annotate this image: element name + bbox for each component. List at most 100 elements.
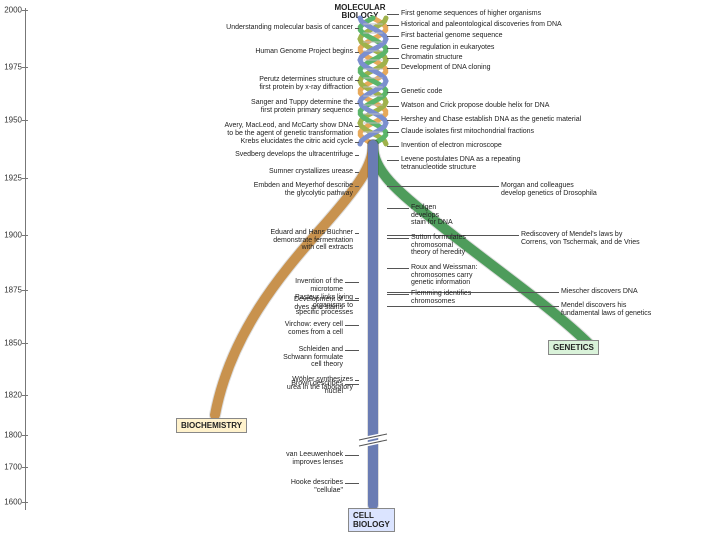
- leader-line: [387, 160, 399, 161]
- event-label: Historical and paleontological discoveri…: [401, 21, 562, 29]
- axis-tick: [22, 235, 28, 236]
- leader-line: [355, 52, 359, 53]
- leader-line: [387, 186, 499, 187]
- event-label: Hershey and Chase establish DNA as the g…: [401, 116, 581, 124]
- event-label: Perutz determines structure offirst prot…: [259, 76, 353, 91]
- leader-line: [355, 103, 359, 104]
- leader-line: [345, 483, 359, 484]
- axis-tick-label: 1850: [0, 339, 22, 348]
- event-label: Chromatin structure: [401, 54, 462, 62]
- axis-tick: [22, 343, 28, 344]
- event-label: Svedberg develops the ultracentrifuge: [235, 151, 353, 159]
- leader-line: [387, 106, 399, 107]
- axis-tick-label: 1925: [0, 174, 22, 183]
- leader-line: [355, 142, 359, 143]
- event-label: Gene regulation in eukaryotes: [401, 44, 494, 52]
- event-label: Mendel discovers hisfundamental laws of …: [561, 302, 651, 317]
- event-label: Eduard and Hans Büchnerdemonstrate ferme…: [271, 229, 354, 252]
- leader-line: [355, 155, 359, 156]
- leader-line: [387, 14, 399, 15]
- leader-line: [387, 306, 559, 307]
- branch-label-genetics: GENETICS: [548, 340, 599, 355]
- leader-line: [345, 455, 359, 456]
- leader-line: [355, 28, 359, 29]
- event-label: Virchow: every cellcomes from a cell: [285, 321, 343, 336]
- leader-line: [345, 282, 359, 283]
- event-label: van Leeuwenhoekimproves lenses: [286, 451, 343, 466]
- event-label: First bacterial genome sequence: [401, 32, 503, 40]
- axis-tick: [22, 120, 28, 121]
- diagram-title: MOLECULARBIOLOGY: [334, 4, 385, 20]
- leader-line: [387, 294, 409, 295]
- leader-line: [387, 48, 399, 49]
- leader-line: [355, 380, 359, 381]
- leader-line: [387, 92, 399, 93]
- event-label: Miescher discovers DNA: [561, 288, 638, 296]
- event-label: Rediscovery of Mendel's laws byCorrens, …: [521, 231, 640, 246]
- event-label: Krebs elucidates the citric acid cycle: [241, 138, 353, 146]
- axis-tick-label: 1700: [0, 463, 22, 472]
- event-label: Sanger and Tuppy determine thefirst prot…: [251, 99, 353, 114]
- event-label: Invention of themicrotome: [295, 278, 343, 293]
- leader-line: [387, 36, 399, 37]
- event-label: Flemming identifieschromosomes: [411, 290, 471, 305]
- axis-tick-label: 1950: [0, 116, 22, 125]
- event-label: Human Genome Project begins: [255, 48, 353, 56]
- axis-tick: [22, 290, 28, 291]
- leader-line: [345, 300, 359, 301]
- leader-line: [387, 208, 409, 209]
- leader-line: [355, 298, 359, 299]
- leader-line: [355, 233, 359, 234]
- axis-tick: [22, 467, 28, 468]
- axis-tick: [22, 395, 28, 396]
- leader-line: [355, 172, 359, 173]
- event-label: Sutton formulateschromosomaltheory of he…: [411, 234, 466, 257]
- leader-line: [387, 68, 399, 69]
- leader-line: [387, 58, 399, 59]
- event-label: Morgan and colleaguesdevelop genetics of…: [501, 182, 597, 197]
- axis-tick: [22, 67, 28, 68]
- axis-tick-label: 1875: [0, 286, 22, 295]
- strands-svg: [0, 0, 720, 540]
- leader-line: [387, 238, 409, 239]
- leader-line: [345, 384, 359, 385]
- event-label: Watson and Crick propose double helix fo…: [401, 102, 549, 110]
- branch-label-biochemistry: BIOCHEMISTRY: [176, 418, 247, 433]
- event-label: Feulgendevelopsstain for DNA: [411, 204, 453, 227]
- event-label: Development ofdyes and stains: [294, 296, 343, 311]
- leader-line: [355, 186, 359, 187]
- leader-line: [387, 120, 399, 121]
- leader-line: [355, 80, 359, 81]
- event-label: Avery, MacLeod, and McCarty show DNAto b…: [224, 122, 353, 137]
- axis-tick-label: 1820: [0, 391, 22, 400]
- event-label: Schleiden andSchwann formulatecell theor…: [283, 346, 343, 369]
- event-label: Embden and Meyerhof describethe glycolyt…: [254, 182, 353, 197]
- axis-tick: [22, 178, 28, 179]
- branch-label-cell_biology: CELLBIOLOGY: [348, 508, 395, 532]
- leader-line: [387, 146, 399, 147]
- axis-tick: [22, 502, 28, 503]
- axis-tick: [22, 10, 28, 11]
- event-label: Hooke describes"cellulae": [291, 479, 343, 494]
- event-label: Levene postulates DNA as a repeatingtetr…: [401, 156, 520, 171]
- leader-line: [387, 25, 399, 26]
- axis-tick-label: 1800: [0, 431, 22, 440]
- event-label: Invention of electron microscope: [401, 142, 502, 150]
- event-label: Genetic code: [401, 88, 442, 96]
- leader-line: [345, 350, 359, 351]
- event-label: Understanding molecular basis of cancer: [226, 24, 353, 32]
- event-label: Roux and Weissman:chromosomes carrygenet…: [411, 264, 477, 287]
- leader-line: [355, 126, 359, 127]
- axis-tick-label: 1975: [0, 63, 22, 72]
- event-label: Sumner crystallizes urease: [269, 168, 353, 176]
- event-label: Brown describesnuclei: [291, 380, 343, 395]
- event-label: Development of DNA cloning: [401, 64, 491, 72]
- leader-line: [387, 132, 399, 133]
- axis-tick-label: 2000: [0, 6, 22, 15]
- event-label: Claude isolates first mitochondrial frac…: [401, 128, 534, 136]
- leader-line: [345, 325, 359, 326]
- axis-tick-label: 1600: [0, 498, 22, 507]
- leader-line: [387, 268, 409, 269]
- axis-tick: [22, 435, 28, 436]
- axis-tick-label: 1900: [0, 231, 22, 240]
